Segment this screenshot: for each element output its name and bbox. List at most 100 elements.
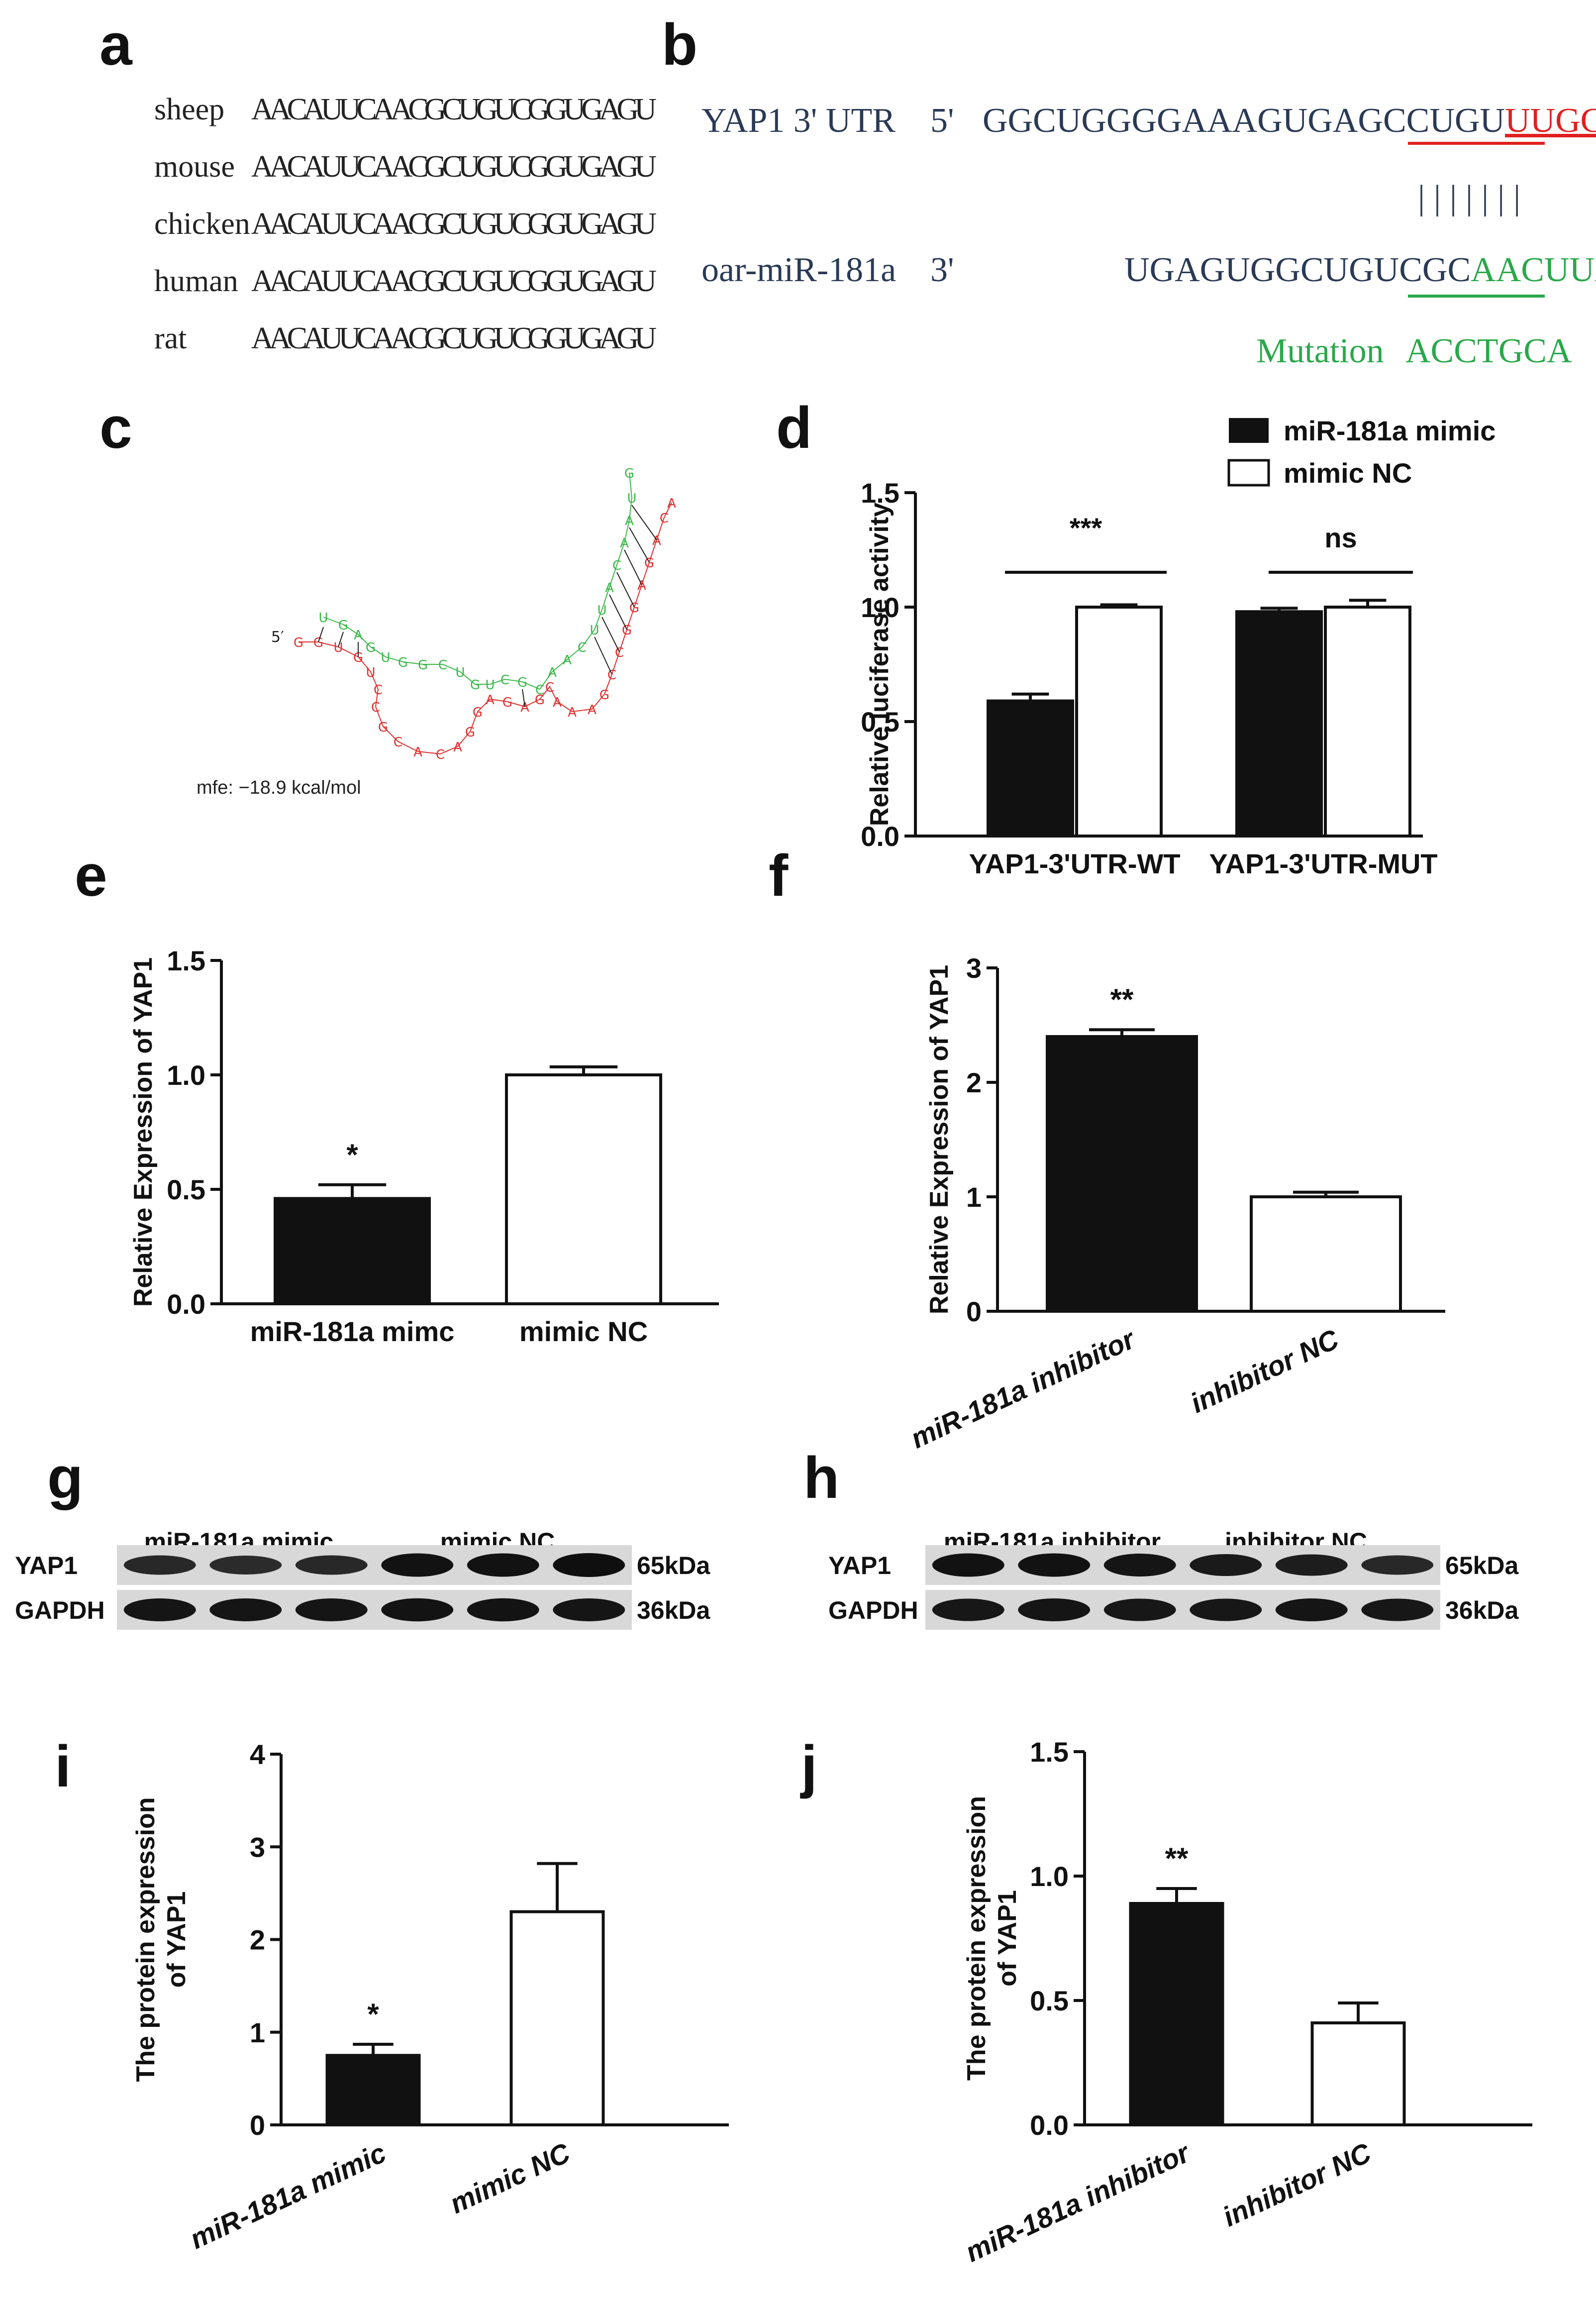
y-tick-label: 1.0 [861,592,899,623]
y-tick-label: 0.0 [861,821,899,852]
y-tick-label: 1 [250,2017,265,2048]
bar-d-s0-c0 [987,699,1074,838]
significance-label: * [346,1138,358,1171]
significance-label: ** [1165,1842,1189,1875]
legend: miR-181a mimic mimic NC [1227,415,1496,489]
panel-label-h: h [803,1445,839,1511]
blot-row-label: YAP1 [828,1552,891,1579]
y-tick-label: 1.5 [167,945,205,976]
blot-band [1275,1554,1348,1576]
y-axis-label-line: The protein expression [131,1797,160,2082]
base-pair [338,631,344,647]
x-tick-label: mimic NC [445,2136,575,2219]
nucleotide: G [378,720,388,735]
base-pair [629,527,650,563]
nucleotide: C [578,640,587,655]
blot-band [1190,1598,1262,1621]
y-tick-label: 0 [250,2109,265,2141]
blot-band [1018,1598,1091,1621]
x-tick-label: miR-181a inhibitor [961,2136,1196,2268]
x-tick-label: miR-181a mimic [185,2137,391,2255]
mfe-label: mfe: −18.9 kcal/mol [197,777,361,798]
nucleotide: G [629,601,639,616]
panel-label-b: b [662,12,698,78]
y-tick-label: 0.0 [1030,2109,1069,2141]
nucleotide: G [366,640,376,655]
panel-label-c: c [100,395,132,461]
nucleotide: G [517,675,527,690]
blot-row-label: GAPDH [828,1596,918,1624]
panel-a-alignment: sheep AACAUUCAACGCUGUCGGUGAGU mouse AACA… [154,93,657,355]
nucleotide: U [590,623,599,638]
blot-band [932,1553,1004,1577]
nucleotide: G [622,623,632,638]
base-pair [624,549,642,585]
panel-label-i: i [55,1734,71,1799]
nucleotide: C [607,668,616,683]
nucleotide: G [644,556,654,571]
nucleotide: C [371,700,380,715]
nucleotide: U [455,665,465,680]
base-pair [522,689,525,707]
bar-i-s0-c0 [325,2054,421,2126]
nucleotide: C [438,658,447,673]
x-tick-label: YAP1-3'UTR-MUT [1209,848,1437,879]
nucleotide: U [318,611,328,626]
nucleotide: A [563,653,572,668]
nucleotide: A [548,665,557,680]
nucleotide: G [599,688,609,703]
chart-i-protein-mimic: 0 1 2 3 4 The protein expressionof YAP1 * miR-1… [131,1739,729,2255]
panel-b-target-site: YAP1 3' UTR 5' GGCUGGGGAAAGUGAGCCUGUUUGG… [701,102,1596,370]
y-tick-label: 4 [250,1739,265,1770]
panel-label-a: a [100,12,133,78]
blot-band [1361,1598,1434,1621]
x-tick-label: inhibitor NC [1218,2136,1376,2232]
nucleotide: C [535,683,544,698]
blot-membrane [117,1590,632,1630]
base-pair [609,594,627,630]
blot-band [932,1598,1004,1621]
y-tick-label: 2 [966,1067,982,1098]
significance-label: *** [1070,512,1102,543]
blot-band [553,1598,625,1621]
x-tick-label: miR-181a mimc [250,1316,455,1347]
blot-row-label: YAP1 [15,1552,78,1579]
target-strand-backbone [299,502,672,755]
nucleotide: G [465,725,475,740]
blot-membrane [925,1545,1440,1585]
nucleotide: A [588,703,597,718]
nucleotide: A [553,695,562,710]
nucleotide: A [568,705,577,720]
nucleotide: G [418,658,428,673]
utr-sequence: GGCUGGGGAAAGUGAGCCUGUUUGGAUGA [983,102,1596,140]
nucleotide: C [660,511,669,526]
sequence-text: AACAUUCAACGCUGUCGGUGAGU [251,93,657,126]
bar-d-s0-c1 [1235,610,1323,838]
blot-band [553,1553,625,1577]
legend-swatch-mimic [1229,418,1269,443]
species-label: sheep [154,93,224,126]
nucleotide: C [612,558,621,573]
mirna-label: oar-miR-181a [701,251,896,289]
nucleotide: C [545,680,554,695]
mutation-sequence: ACCTGCA [1405,332,1572,370]
bar-d-s1-c1 [1324,606,1411,838]
utr-5prime: 5' [930,102,954,140]
y-axis-label: The protein expressionof YAP1 [131,1797,191,2082]
mirna-seq-prefix: UGAGUGGCUGUCGC [1124,251,1471,289]
y-tick-label: 3 [250,1831,265,1863]
nucleotide: G [470,678,480,693]
y-axis-label-line: The protein expression [962,1796,991,2081]
y-tick-label: 0 [966,1296,982,1327]
blot-band [123,1555,196,1575]
mirna-strand-backbone [323,472,633,690]
panel-label-d: d [776,395,812,461]
blot-band [467,1553,539,1577]
nucleotide: G [338,618,348,633]
